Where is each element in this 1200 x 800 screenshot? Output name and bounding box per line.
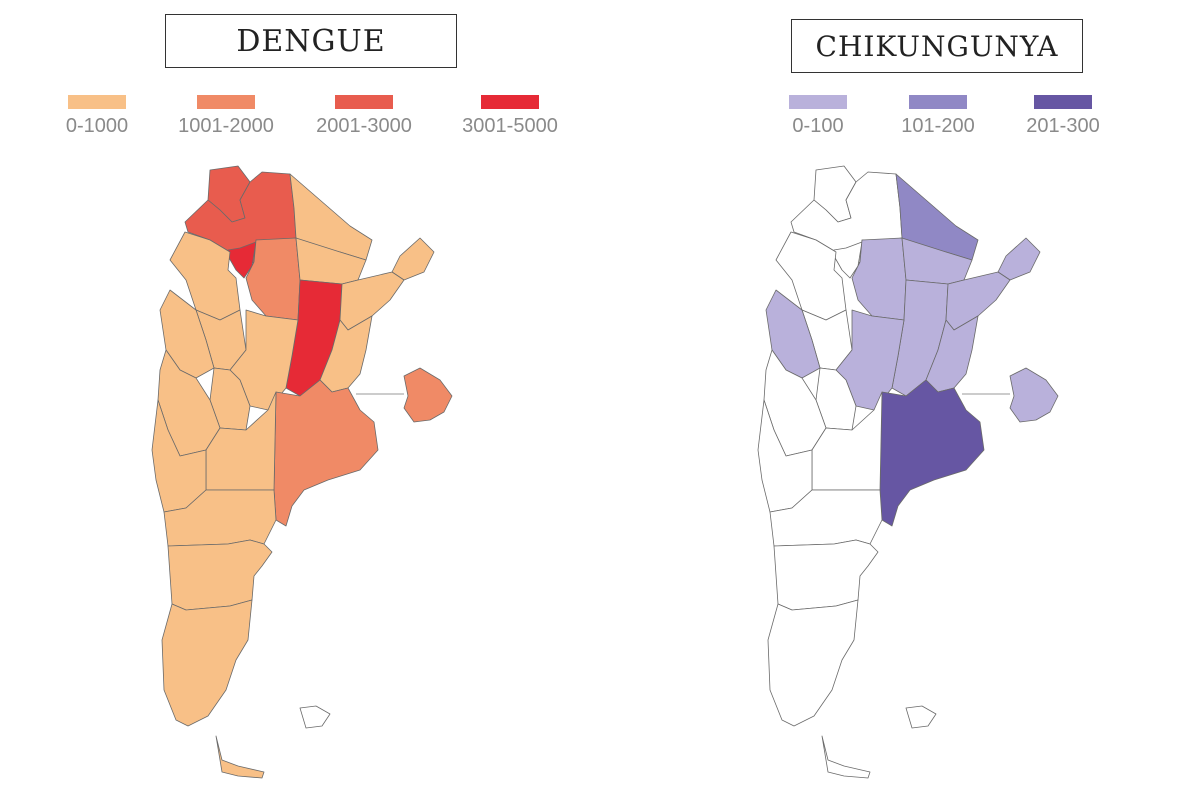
dengue-choropleth-map — [151, 165, 453, 779]
chikungunya-choropleth-map — [757, 165, 1059, 779]
dengue-region-caba — [403, 367, 453, 423]
chikungunya-region-santa-cruz — [767, 599, 859, 727]
chikungunya-region-buenos-aires — [879, 379, 985, 527]
chikungunya-region-malvinas — [905, 705, 937, 729]
chikungunya-region-chubut — [773, 539, 879, 611]
dengue-map-title: DENGUE — [165, 14, 457, 68]
dengue-region-buenos-aires — [273, 379, 379, 527]
dengue-legend-item: 0-1000 — [52, 95, 142, 138]
legend-swatch — [335, 95, 393, 109]
dengue-panel: DENGUE 0-1000 1001-2000 2001-3000 3001-5… — [52, 14, 571, 779]
legend-swatch — [909, 95, 967, 109]
chikungunya-region-misiones — [997, 237, 1041, 281]
chikungunya-legend-item: 101-200 — [893, 95, 983, 138]
dengue-region-chubut — [167, 539, 273, 611]
dengue-legend-item: 2001-3000 — [303, 95, 425, 138]
legend-swatch — [481, 95, 539, 109]
legend-label: 3001-5000 — [462, 115, 558, 137]
chikungunya-region-tierra-del-fuego — [821, 735, 871, 779]
dengue-region-tierra-del-fuego — [215, 735, 265, 779]
legend-label: 1001-2000 — [178, 115, 274, 137]
chikungunya-region-entre-rios — [925, 315, 979, 393]
legend-label: 201-300 — [1026, 115, 1100, 137]
chikungunya-legend-item: 201-300 — [1013, 95, 1113, 138]
dengue-region-misiones — [391, 237, 435, 281]
chikungunya-region-caba — [1009, 367, 1059, 423]
legend-label: 0-100 — [792, 115, 844, 137]
dengue-region-entre-rios — [319, 315, 373, 393]
legend-swatch — [1034, 95, 1092, 109]
chikungunya-panel: CHIKUNGUNYA 0-100 101-200 201-300 — [600, 0, 1200, 800]
dengue-legend-item: 1001-2000 — [165, 95, 287, 138]
chikungunya-legend-item: 0-100 — [773, 95, 863, 138]
chikungunya-map-title: CHIKUNGUNYA — [791, 19, 1083, 73]
legend-swatch — [197, 95, 255, 109]
dengue-region-malvinas — [299, 705, 331, 729]
legend-label: 2001-3000 — [316, 115, 412, 137]
legend-swatch — [68, 95, 126, 109]
legend-swatch — [789, 95, 847, 109]
dengue-legend-item: 3001-5000 — [449, 95, 571, 138]
legend-label: 101-200 — [901, 115, 975, 137]
dengue-region-santa-cruz — [161, 599, 253, 727]
legend-label: 0-1000 — [65, 115, 129, 137]
